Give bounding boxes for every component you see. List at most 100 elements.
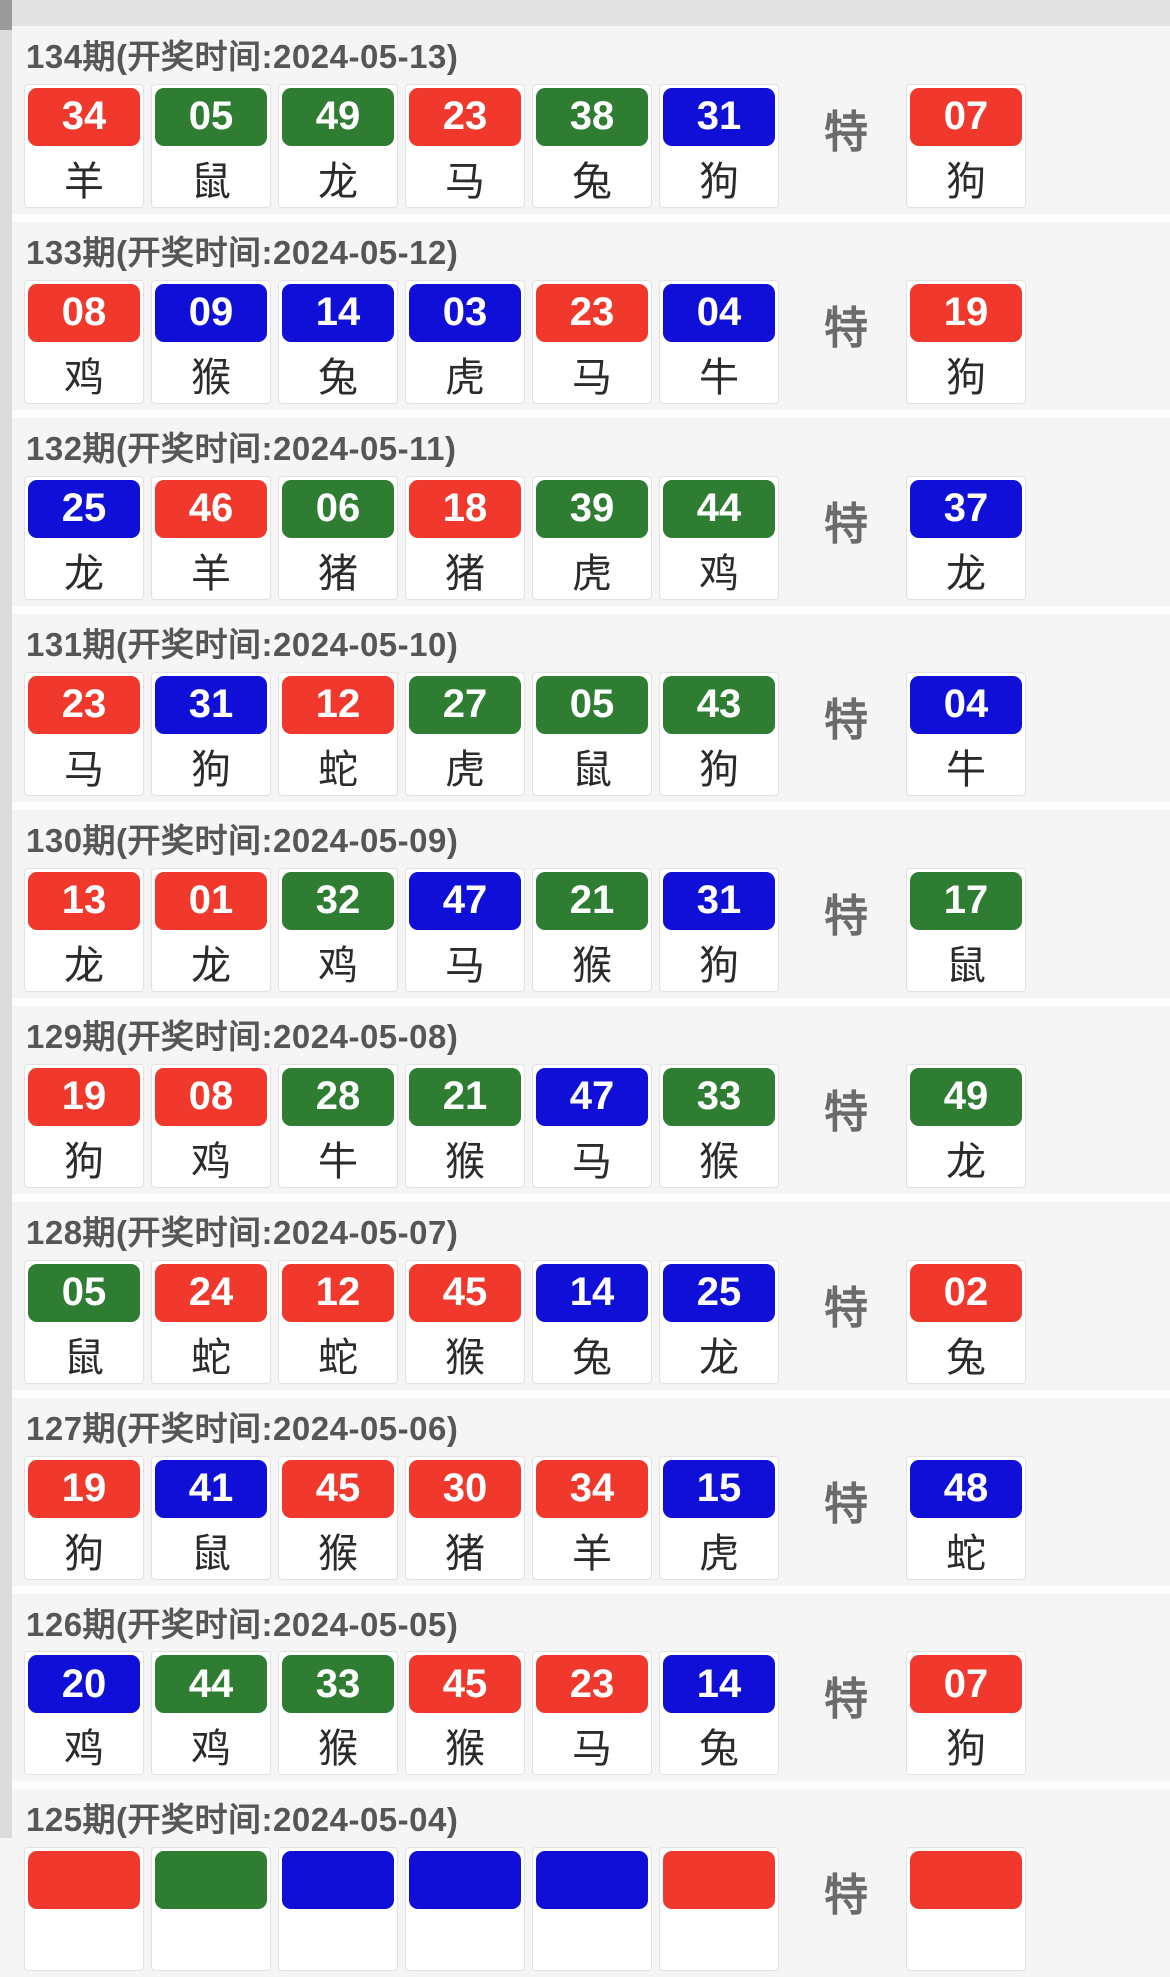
ball-zodiac-label: 马 (572, 355, 612, 400)
balls-row: 19 狗 41 鼠 45 猴 30 猪 34 羊 15 虎 特 48 蛇 (0, 1455, 1170, 1580)
ball-card: 47 马 (532, 1063, 652, 1188)
special-label: 特 (824, 891, 868, 941)
ball-number: 31 (663, 871, 775, 930)
special-ball-number (910, 1851, 1022, 1910)
special-label: 特 (824, 1283, 868, 1333)
ball-zodiac-label: 狗 (699, 943, 739, 988)
ball-number: 03 (409, 283, 521, 342)
ball-card: 33 猴 (278, 1651, 398, 1776)
ball-zodiac-label (25, 1912, 143, 1970)
ball-number: 08 (155, 1067, 267, 1126)
period-block: 129期(开奖时间:2024-05-08) 19 狗 08 鸡 28 牛 21 … (0, 1005, 1170, 1194)
ball-number: 45 (409, 1655, 521, 1714)
ball-zodiac-label: 马 (64, 747, 104, 792)
ball-zodiac-label: 猴 (318, 1531, 358, 1576)
ball-number: 09 (155, 283, 267, 342)
ball-card: 45 猴 (405, 1259, 525, 1384)
ball-zodiac-label: 蛇 (191, 1335, 231, 1380)
ball-card (278, 1847, 398, 1972)
ball-card: 32 鸡 (278, 867, 398, 992)
ball-zodiac-label: 龙 (191, 943, 231, 988)
ball-number: 24 (155, 1263, 267, 1322)
ball-zodiac-label: 马 (572, 1139, 612, 1184)
lottery-results-list: 134期(开奖时间:2024-05-13) 34 羊 05 鼠 49 龙 23 … (0, 26, 1170, 1977)
ball-number: 12 (282, 1263, 394, 1322)
ball-zodiac-label: 兔 (699, 1727, 739, 1772)
balls-row: 23 马 31 狗 12 蛇 27 虎 05 鼠 43 狗 特 04 牛 (0, 671, 1170, 796)
ball-card: 09 猴 (151, 279, 271, 404)
balls-row: 25 龙 46 羊 06 猪 18 猪 39 虎 44 鸡 特 37 龙 (0, 475, 1170, 600)
ball-card: 33 猴 (659, 1063, 779, 1188)
ball-card: 08 鸡 (24, 279, 144, 404)
ball-card: 27 虎 (405, 671, 525, 796)
ball-card: 24 蛇 (151, 1259, 271, 1384)
special-ball-card: 07 狗 (906, 83, 1026, 208)
ball-zodiac-label: 马 (572, 1727, 612, 1772)
special-ball-zodiac-label: 蛇 (946, 1531, 986, 1576)
ball-zodiac-label (660, 1912, 778, 1970)
ball-number: 41 (155, 1459, 267, 1518)
ball-number: 30 (409, 1459, 521, 1518)
ball-number: 20 (28, 1655, 140, 1714)
ball-zodiac-label: 虎 (572, 551, 612, 596)
ball-card: 13 龙 (24, 867, 144, 992)
ball-card: 47 马 (405, 867, 525, 992)
special-ball-number: 07 (910, 1655, 1022, 1714)
special-ball-zodiac-label: 牛 (946, 747, 986, 792)
period-title: 130期(开奖时间:2024-05-09) (26, 821, 459, 859)
ball-zodiac-label: 龙 (64, 551, 104, 596)
ball-number: 14 (536, 1263, 648, 1322)
ball-number: 39 (536, 479, 648, 538)
page-left-gutter (0, 0, 12, 1838)
balls-row: 34 羊 05 鼠 49 龙 23 马 38 兔 31 狗 特 07 狗 (0, 83, 1170, 208)
ball-card: 31 狗 (659, 83, 779, 208)
ball-number: 19 (28, 1067, 140, 1126)
ball-card: 14 兔 (278, 279, 398, 404)
special-ball-zodiac-label: 鼠 (946, 943, 986, 988)
balls-row: 13 龙 01 龙 32 鸡 47 马 21 猴 31 狗 特 17 鼠 (0, 867, 1170, 992)
ball-card: 34 羊 (24, 83, 144, 208)
ball-card: 25 龙 (659, 1259, 779, 1384)
ball-zodiac-label (406, 1912, 524, 1970)
ball-zodiac-label: 兔 (318, 355, 358, 400)
ball-card: 34 羊 (532, 1455, 652, 1580)
ball-number: 38 (536, 87, 648, 146)
ball-card: 01 龙 (151, 867, 271, 992)
special-ball-zodiac-label: 狗 (946, 159, 986, 204)
period-title: 128期(开奖时间:2024-05-07) (26, 1213, 459, 1251)
ball-zodiac-label: 羊 (191, 551, 231, 596)
special-ball-zodiac-label (907, 1912, 1025, 1970)
ball-card: 45 猴 (405, 1651, 525, 1776)
period-title: 129期(开奖时间:2024-05-08) (26, 1017, 459, 1055)
ball-number (536, 1851, 648, 1910)
ball-number: 47 (409, 871, 521, 930)
period-block: 126期(开奖时间:2024-05-05) 20 鸡 44 鸡 33 猴 45 … (0, 1593, 1170, 1782)
special-label: 特 (824, 1479, 868, 1529)
special-ball-card: 17 鼠 (906, 867, 1026, 992)
ball-card: 14 兔 (659, 1651, 779, 1776)
ball-card: 23 马 (24, 671, 144, 796)
balls-row: 05 鼠 24 蛇 12 蛇 45 猴 14 兔 25 龙 特 02 兔 (0, 1259, 1170, 1384)
ball-number: 04 (663, 283, 775, 342)
ball-number: 47 (536, 1067, 648, 1126)
ball-number: 05 (28, 1263, 140, 1322)
ball-card: 23 马 (532, 279, 652, 404)
ball-number: 49 (282, 87, 394, 146)
ball-number: 28 (282, 1067, 394, 1126)
ball-number: 32 (282, 871, 394, 930)
special-ball-card: 04 牛 (906, 671, 1026, 796)
ball-zodiac-label: 羊 (64, 159, 104, 204)
ball-number: 05 (536, 675, 648, 734)
special-label: 特 (824, 499, 868, 549)
ball-zodiac-label: 鸡 (191, 1727, 231, 1772)
ball-zodiac-label: 蛇 (318, 747, 358, 792)
balls-row: 20 鸡 44 鸡 33 猴 45 猴 23 马 14 兔 特 07 狗 (0, 1651, 1170, 1776)
ball-number: 44 (663, 479, 775, 538)
ball-zodiac-label: 龙 (699, 1335, 739, 1380)
ball-card: 28 牛 (278, 1063, 398, 1188)
ball-card: 08 鸡 (151, 1063, 271, 1188)
special-label: 特 (824, 107, 868, 157)
ball-number: 44 (155, 1655, 267, 1714)
ball-number: 34 (28, 87, 140, 146)
ball-number: 13 (28, 871, 140, 930)
